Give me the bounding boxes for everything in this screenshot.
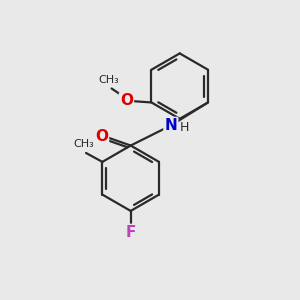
Text: O: O: [120, 94, 133, 109]
Text: F: F: [125, 225, 136, 240]
Text: O: O: [95, 128, 108, 143]
Text: CH₃: CH₃: [99, 75, 120, 85]
Text: H: H: [180, 122, 189, 134]
Text: CH₃: CH₃: [73, 140, 94, 149]
Text: N: N: [164, 118, 177, 133]
